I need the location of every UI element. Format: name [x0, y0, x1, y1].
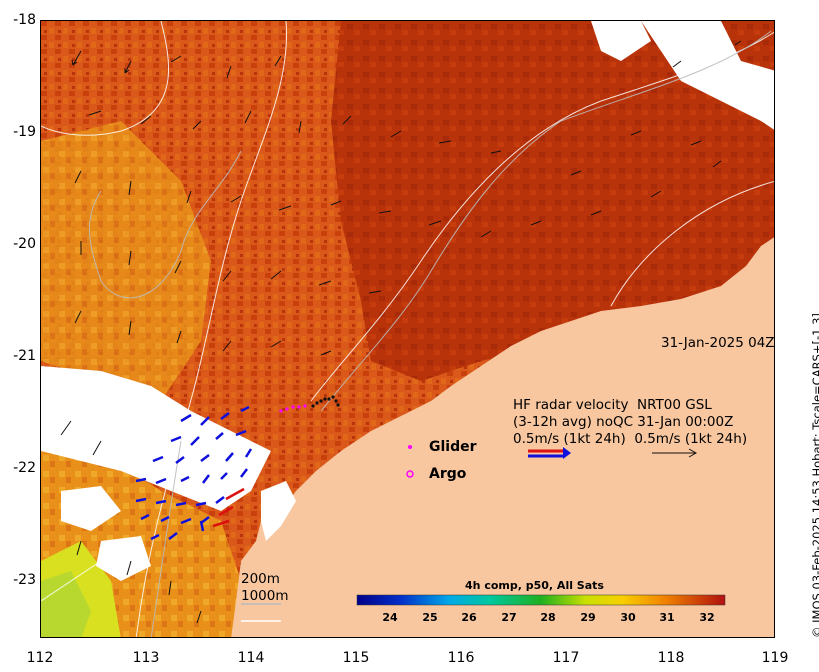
cb-tick-24: 24	[382, 611, 398, 624]
side-caption: © IMOS 03-Feb-2025 14:53 Hobart; Tscale=…	[810, 313, 819, 638]
sst-warm-region	[331, 21, 774, 381]
land-mass	[231, 237, 774, 637]
depth-label-1000m: 1000m	[241, 588, 289, 604]
cb-tick-29: 29	[580, 611, 596, 624]
lon-label-119: 119	[761, 650, 789, 666]
glider-marker	[408, 445, 412, 449]
cb-tick-32: 32	[699, 611, 715, 624]
cb-tick-28: 28	[540, 611, 556, 624]
lon-label-114: 114	[237, 650, 265, 666]
lat-label-19: -19	[13, 124, 36, 140]
velocity-scale-arrows	[528, 447, 698, 459]
glider-track-recent	[279, 404, 307, 413]
lat-label-20: -20	[13, 236, 36, 252]
map-panel[interactable]: 31-Jan-2025 04Z HF radar velocity NRT00 …	[40, 20, 775, 638]
lon-label-112: 112	[26, 650, 54, 666]
lon-label-115: 115	[342, 650, 370, 666]
lon-label-116: 116	[447, 650, 475, 666]
date-label: 31-Jan-2025 04Z	[661, 335, 775, 351]
cb-tick-31: 31	[659, 611, 675, 624]
cloud-gap-1	[41, 366, 271, 511]
cloud-gap-3	[96, 536, 151, 581]
hf-radar-title: HF radar velocity NRT00 GSL	[513, 397, 712, 413]
depth-label-200m: 200m	[241, 571, 280, 587]
lat-label-23: -23	[13, 572, 36, 588]
bathymetry-1000m	[41, 21, 774, 637]
lat-label-21: -21	[13, 348, 36, 364]
cape-gap	[261, 481, 296, 541]
cloud-gap-2	[61, 486, 121, 531]
cb-tick-30: 30	[620, 611, 636, 624]
cloud-gap-4	[591, 21, 651, 61]
argo-marker	[406, 470, 414, 478]
lon-label-117: 117	[552, 650, 580, 666]
hf-radar-vectors-blue	[135, 405, 253, 541]
lat-label-18: -18	[13, 12, 36, 28]
lon-label-113: 113	[132, 650, 160, 666]
lat-label-22: -22	[13, 460, 36, 476]
hf-radar-scale-text: 0.5m/s (1kt 24h) 0.5m/s (1kt 24h)	[513, 431, 748, 447]
current-vectors	[60, 40, 742, 624]
cb-tick-27: 27	[501, 611, 517, 624]
glider-legend-label: Glider	[429, 439, 477, 455]
cloud-gap-north	[641, 21, 774, 130]
argo-legend-label: Argo	[429, 466, 467, 482]
sst-cool-band	[41, 121, 211, 401]
lon-label-118: 118	[657, 650, 685, 666]
cb-tick-26: 26	[461, 611, 477, 624]
colorbar-title: 4h comp, p50, All Sats	[465, 579, 604, 592]
sst-map[interactable]	[41, 21, 775, 638]
hf-radar-subtitle: (3-12h avg) noQC 31-Jan 00:00Z	[513, 414, 734, 430]
cb-tick-25: 25	[422, 611, 438, 624]
hf-radar-vectors-red	[212, 487, 245, 528]
colorbar	[356, 594, 726, 606]
sst-green-patch-2	[41, 571, 91, 637]
glider-track	[311, 395, 340, 408]
